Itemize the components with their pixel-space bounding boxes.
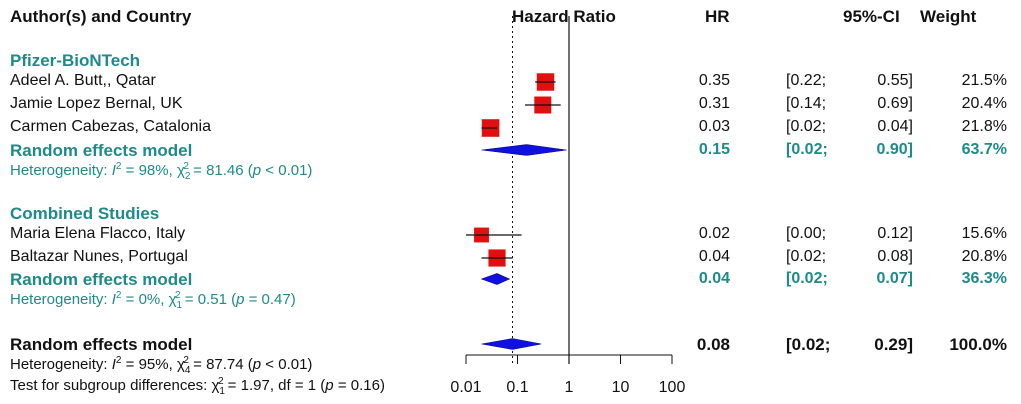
heterogeneity-combined: Heterogeneity: I2 = 0%, χ12 = 0.51 (p = … — [10, 290, 296, 311]
het-prefix: Heterogeneity: — [10, 291, 112, 308]
heterogeneity-overall: Heterogeneity: I2 = 95%, χ42 = 87.74 (p … — [10, 355, 313, 376]
study-hr: 0.03 — [698, 118, 730, 135]
subgroup-summary-ci-lower: [0.02; — [786, 141, 828, 158]
group-title-combined: Combined Studies — [10, 204, 160, 223]
het-chi2: 87.74 — [206, 356, 244, 373]
subgroup-test-df-sub: 1 — [219, 386, 225, 397]
study-hr: 0.04 — [698, 248, 730, 265]
overall-ci-lower: [0.02; — [786, 335, 831, 354]
header-ci: 95%-CI — [843, 7, 900, 26]
x-axis-tick-label: 10 — [612, 379, 630, 396]
het-p: < 0.01 — [265, 162, 308, 179]
header-hazard-ratio: Hazard Ratio — [512, 7, 616, 26]
study-label: Baltazar Nunes, Portugal — [10, 248, 188, 265]
study-ci-lower: [0.00; — [786, 225, 827, 242]
subgroup-summary-hr: 0.04 — [698, 270, 730, 287]
header-study: Author(s) and Country — [10, 7, 192, 26]
x-axis-tick-label: 0.01 — [450, 379, 481, 396]
study-ci-upper: 0.04] — [877, 118, 913, 135]
het-chi2: 81.46 — [206, 162, 244, 179]
subgroup-test-chi2: 1.97 — [240, 377, 270, 394]
het-chi2: 0.51 — [197, 291, 227, 308]
x-axis-tick-label: 0.1 — [506, 379, 528, 396]
overall-hr: 0.08 — [696, 335, 730, 354]
group-title-pfizer: Pfizer-BioNTech — [10, 51, 141, 70]
het-i2: 98% — [138, 162, 169, 179]
subgroup-test-p: = 0.16 — [337, 377, 380, 394]
study-hr: 0.35 — [698, 72, 730, 89]
subgroup-summary-ci-upper: 0.90] — [876, 141, 913, 158]
study-ci-upper: 0.55] — [877, 72, 913, 89]
x-axis-tick-label: 1 — [565, 379, 574, 396]
het-i2: 0% — [138, 291, 161, 308]
subgroup-diamond — [481, 144, 567, 156]
het-df: 4 — [184, 365, 191, 376]
subgroup-summary-hr: 0.15 — [698, 141, 730, 158]
study-ci-upper: 0.69] — [877, 95, 913, 112]
het-prefix: Heterogeneity: — [10, 356, 112, 373]
subgroup-summary-weight: 36.3% — [961, 270, 1007, 287]
study-label: Carmen Cabezas, Catalonia — [10, 118, 211, 135]
overall-ci-upper: 0.29] — [874, 335, 913, 354]
study-ci-lower: [0.14; — [786, 95, 827, 112]
study-weight: 20.8% — [961, 248, 1007, 265]
overall-summary-label: Random effects model — [10, 335, 193, 354]
study-weight: 20.4% — [961, 95, 1007, 112]
het-df: 1 — [176, 300, 183, 311]
study-hr: 0.31 — [698, 95, 730, 112]
study-ci-lower: [0.02; — [786, 118, 827, 135]
study-ci-lower: [0.22; — [786, 72, 827, 89]
het-p: < 0.01 — [265, 356, 308, 373]
header-weight: Weight — [920, 7, 977, 26]
study-label: Maria Elena Flacco, Italy — [10, 225, 186, 242]
subgroup-diamond — [480, 273, 511, 285]
study-weight: 15.6% — [961, 225, 1007, 242]
subgroup-summary-weight: 63.7% — [961, 141, 1007, 158]
subgroup-summary-ci-lower: [0.02; — [786, 270, 828, 287]
header-hr: HR — [705, 7, 730, 26]
study-hr: 0.02 — [698, 225, 730, 242]
subgroup-test-df: df = 1 — [278, 377, 317, 394]
study-weight: 21.5% — [961, 72, 1007, 89]
subgroup-test-prefix: Test for subgroup differences: — [10, 377, 212, 394]
study-label: Jamie Lopez Bernal, UK — [10, 95, 183, 112]
het-p: = 0.47 — [248, 291, 291, 308]
overall-diamond — [481, 338, 542, 350]
subgroup-summary-label: Random effects model — [10, 141, 193, 160]
subgroup-summary-ci-upper: 0.07] — [876, 270, 913, 287]
study-ci-lower: [0.02; — [786, 248, 827, 265]
het-i2: 95% — [138, 356, 169, 373]
study-ci-upper: 0.12] — [877, 225, 913, 242]
subgroup-test: Test for subgroup differences: χ12 = 1.9… — [10, 376, 385, 397]
study-label: Adeel A. Butt,, Qatar — [10, 72, 156, 89]
study-ci-upper: 0.08] — [877, 248, 913, 265]
subgroup-summary-label: Random effects model — [10, 270, 193, 289]
het-prefix: Heterogeneity: — [10, 162, 112, 179]
het-df: 2 — [184, 171, 191, 182]
x-axis-tick-label: 100 — [659, 379, 686, 396]
overall-weight: 100.0% — [949, 335, 1007, 354]
heterogeneity-pfizer: Heterogeneity: I2 = 98%, χ22 = 81.46 (p … — [10, 161, 313, 182]
study-weight: 21.8% — [961, 118, 1007, 135]
